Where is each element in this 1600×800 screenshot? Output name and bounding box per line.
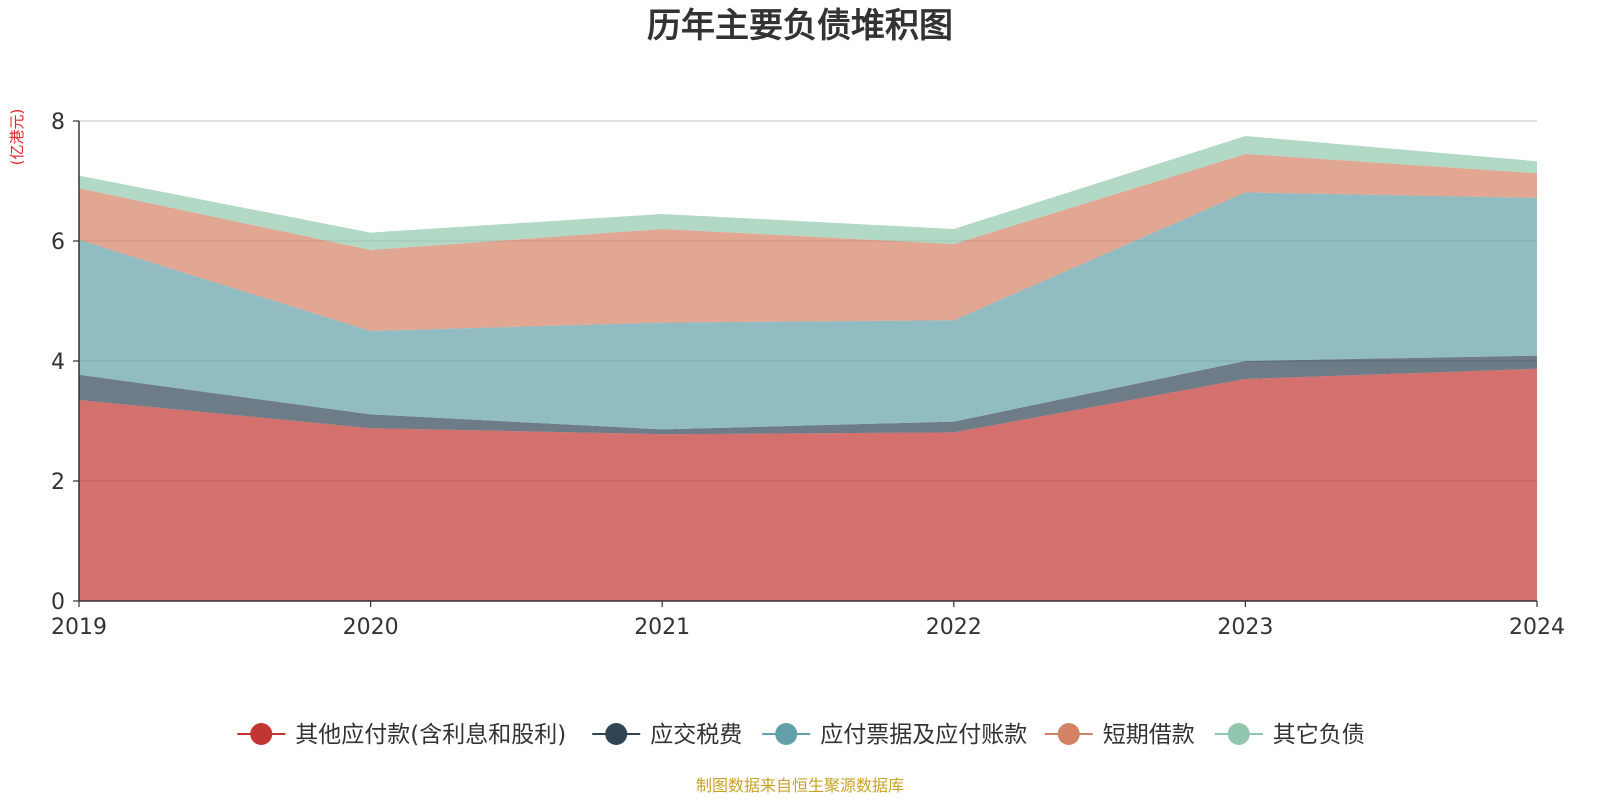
y-axis-unit-label: (亿港元) xyxy=(8,109,26,166)
area-series-3[interactable] xyxy=(79,192,1537,430)
legend-label: 短期借款 xyxy=(1103,722,1195,748)
legend-item-5[interactable]: 其它负债 xyxy=(1214,722,1365,748)
legend-marker-icon xyxy=(1057,723,1080,745)
x-tick-label: 2022 xyxy=(926,615,982,640)
chart-title: 历年主要负债堆积图 xyxy=(647,6,953,46)
y-tick-label: 4 xyxy=(51,350,65,375)
legend-label: 其它负债 xyxy=(1273,722,1365,748)
x-tick-label: 2020 xyxy=(343,615,399,640)
legend-item-2[interactable]: 应交税费 xyxy=(592,722,742,748)
y-tick-label: 0 xyxy=(51,590,65,615)
x-tick-label: 2021 xyxy=(634,615,690,640)
y-tick-label: 6 xyxy=(51,230,65,255)
legend-marker-icon xyxy=(1227,723,1250,745)
area-series xyxy=(79,136,1537,601)
source-note: 制图数据来自恒生聚源数据库 xyxy=(696,776,904,795)
x-tick-label: 2023 xyxy=(1217,615,1273,640)
legend-marker-icon xyxy=(250,723,273,745)
legend-label: 其他应付款(含利息和股利) xyxy=(295,722,566,748)
x-tick-label: 2024 xyxy=(1509,615,1565,640)
y-tick-label: 2 xyxy=(51,470,65,495)
legend-marker-icon xyxy=(775,723,798,745)
x-tick-label: 2019 xyxy=(51,615,107,640)
legend-label: 应交税费 xyxy=(650,722,742,748)
area-series-1[interactable] xyxy=(79,368,1537,601)
legend-item-4[interactable]: 短期借款 xyxy=(1044,722,1195,748)
area-series-4[interactable] xyxy=(79,154,1537,331)
legend-item-1[interactable]: 其他应付款(含利息和股利) xyxy=(237,722,566,748)
legend-marker-icon xyxy=(605,723,628,745)
axes: 0 2 4 6 8 2019 2020 2021 2022 2023 2024 xyxy=(51,110,1565,640)
area-series-2[interactable] xyxy=(79,355,1537,435)
legend-item-3[interactable]: 应付票据及应付账款 xyxy=(762,722,1027,748)
legend-label: 应付票据及应付账款 xyxy=(820,722,1027,748)
legend[interactable]: 其他应付款(含利息和股利) 应交税费 应付票据及应付账款 短期借款 其它负债 xyxy=(237,722,1365,748)
area-series-5[interactable] xyxy=(79,136,1537,250)
y-tick-label: 8 xyxy=(51,110,65,135)
